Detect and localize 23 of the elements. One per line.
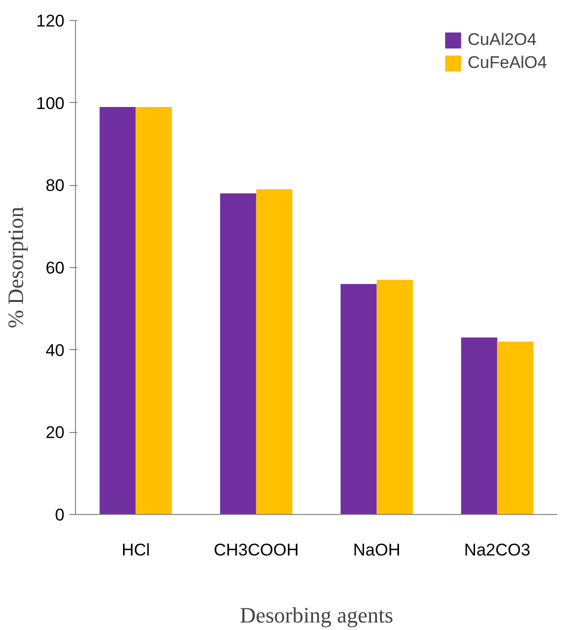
- y-tick-label: 100: [36, 94, 65, 113]
- bar: [256, 189, 292, 514]
- bar: [220, 193, 256, 514]
- x-tick-label: CH3COOH: [214, 540, 299, 560]
- y-tick-label: 80: [46, 176, 65, 196]
- x-tick-label: NaOH: [353, 540, 400, 560]
- bar: [100, 106, 136, 514]
- x-axis-title: Desorbing agents: [240, 602, 394, 628]
- bar: [461, 337, 498, 514]
- legend-label: CuFeAlO4: [468, 53, 547, 73]
- x-tick-label: Na2CO3: [464, 540, 530, 560]
- y-axis-title: % Desorption: [3, 206, 28, 328]
- x-tick-label: HCl: [122, 540, 150, 560]
- y-tick-label: 20: [46, 423, 65, 442]
- y-tick-label: 0: [55, 506, 65, 524]
- bar: [340, 284, 377, 514]
- y-tick-label: 60: [46, 258, 65, 278]
- y-tick-label: 40: [46, 340, 65, 360]
- bar: [497, 342, 534, 514]
- bar: [136, 106, 172, 514]
- bar: [376, 280, 413, 514]
- legend-label: CuAl2O4: [468, 30, 537, 50]
- y-tick-label: 120: [36, 12, 65, 30]
